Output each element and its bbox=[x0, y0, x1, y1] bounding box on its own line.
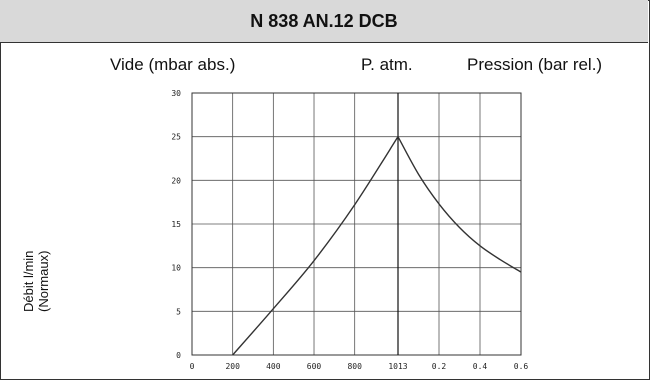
flow-curve-pressure bbox=[397, 136, 522, 273]
flow-curve-vacuum bbox=[232, 136, 399, 356]
y-tick-label: 30 bbox=[171, 89, 181, 98]
x-tick-label: 0.2 bbox=[432, 362, 447, 371]
y-tick-label: 5 bbox=[176, 307, 181, 316]
vacuum-axis-header: Vide (mbar abs.) bbox=[110, 55, 236, 74]
y-tick-label: 25 bbox=[171, 133, 181, 142]
y-tick-label: 15 bbox=[171, 220, 181, 229]
pressure-axis-header: Pression (bar rel.) bbox=[467, 55, 603, 74]
x-tick-label: 0.6 bbox=[514, 362, 529, 371]
x-tick-label: 1013 bbox=[388, 362, 407, 371]
y-tick-label: 0 bbox=[176, 351, 181, 360]
x-tick-label: 200 bbox=[225, 362, 240, 371]
x-tick-label: 0 bbox=[190, 362, 195, 371]
x-tick-label: 400 bbox=[266, 362, 281, 371]
y-tick-label: 20 bbox=[171, 176, 181, 185]
chart-title: N 838 AN.12 DCB bbox=[0, 0, 648, 43]
x-tick-label: 800 bbox=[347, 362, 362, 371]
plot-border bbox=[191, 92, 522, 356]
y-tick-label: 10 bbox=[171, 264, 181, 273]
atm-pressure-header: P. atm. bbox=[361, 55, 413, 74]
x-tick-label: 600 bbox=[307, 362, 322, 371]
x-tick-label: 0.4 bbox=[473, 362, 488, 371]
